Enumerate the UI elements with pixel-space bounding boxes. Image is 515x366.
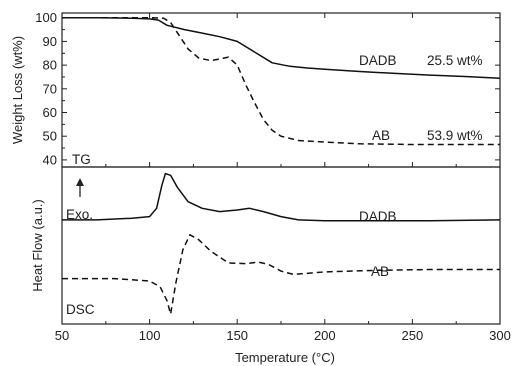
- tg-y-tick-label: 90: [43, 34, 57, 49]
- tg-y-tick-label: 50: [43, 129, 57, 144]
- dsc-panel-frame: [61, 166, 501, 325]
- tg-y-tick-label: 80: [43, 58, 57, 73]
- tg-panel-label: TG: [72, 152, 91, 167]
- x-tick-label: 300: [489, 328, 511, 343]
- tg-panel-frame: [61, 12, 501, 168]
- axes-layer: 40 50 60 70 80 90 100 50 100 150 200 250 300 Weight L…: [10, 10, 511, 365]
- dsc-y-axis-label: Heat Flow (a.u.): [30, 199, 45, 291]
- tg-series-dadb-line: [62, 16, 501, 79]
- tg-dadb-value: 25.5 wt%: [427, 53, 483, 68]
- exo-arrow-head: [76, 178, 84, 186]
- tg-y-tick-label: 100: [35, 10, 57, 25]
- dsc-series-dadb-line: [62, 172, 501, 222]
- tg-ab-label: AB: [372, 128, 390, 143]
- dsc-dadb-label: DADB: [359, 209, 397, 224]
- marks-layer: [62, 16, 501, 315]
- x-tick-label: 250: [402, 328, 424, 343]
- dsc-ab-label: AB: [371, 264, 389, 279]
- tg-dadb-label: DADB: [359, 53, 397, 68]
- x-tick-label: 200: [314, 328, 336, 343]
- x-tick-label: 100: [139, 328, 161, 343]
- dsc-panel-label: DSC: [66, 302, 95, 317]
- tg-y-tick-label: 60: [43, 105, 57, 120]
- tg-series-ab-line: [62, 16, 500, 146]
- x-tick-label: 150: [226, 328, 248, 343]
- x-axis-label: Temperature (°C): [235, 350, 335, 365]
- tg-ab-value: 53.9 wt%: [427, 128, 483, 143]
- dsc-series-ab-line: [62, 234, 500, 315]
- tg-y-tick-label: 40: [43, 152, 57, 167]
- tg-y-axis-label: Weight Loss (wt%): [10, 36, 25, 144]
- x-tick-label: 50: [55, 328, 69, 343]
- exo-label: Exo.: [66, 207, 93, 222]
- tg-y-tick-label: 70: [43, 81, 57, 96]
